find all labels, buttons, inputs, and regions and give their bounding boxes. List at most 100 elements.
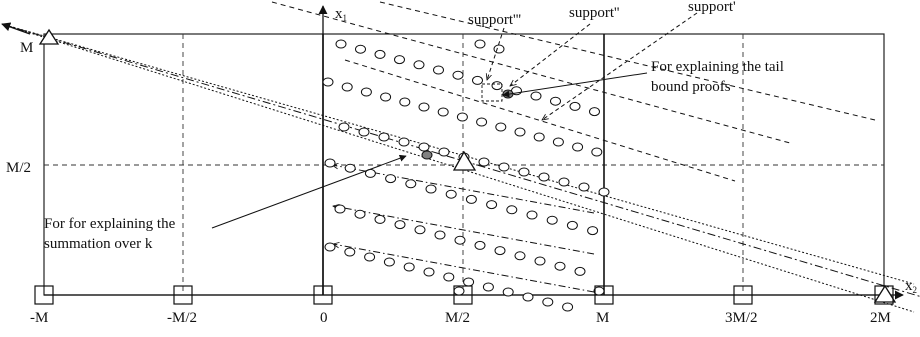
lattice-point: [399, 97, 411, 107]
lattice-point: [454, 235, 466, 245]
tick-square: [173, 285, 193, 305]
lattice-point: [465, 194, 477, 204]
lattice-point: [405, 179, 417, 189]
lattice-point: [394, 220, 406, 230]
tick-square: [594, 285, 614, 305]
lattice-point: [569, 101, 581, 111]
lattice-point: [437, 107, 449, 117]
lattice-point: [414, 225, 426, 235]
lattice-point: [423, 267, 435, 277]
lattice-point: [434, 230, 446, 240]
tick-square: [313, 285, 333, 305]
lattice-point: [344, 247, 356, 257]
lattice-point: [456, 112, 468, 122]
lattice-point: [562, 302, 574, 312]
lattice-point: [344, 163, 356, 173]
x2-axis-label: x2: [905, 278, 917, 295]
y-tick-label-m-half: M/2: [6, 160, 31, 176]
tick-square: [874, 285, 894, 305]
lattice-point: [394, 55, 405, 65]
lattice-point: [587, 226, 599, 236]
lattice-point: [591, 147, 603, 157]
lattice-point: [574, 266, 586, 276]
lattice-point: [338, 122, 350, 132]
x-tick-label: M/2: [445, 310, 470, 326]
lattice-point: [494, 246, 506, 256]
lattice-point: [354, 209, 366, 219]
lattice-point: [443, 272, 455, 282]
tick-squares: [34, 285, 894, 305]
tick-square: [733, 285, 753, 305]
lattice-point: [474, 240, 486, 250]
lattice-point: [322, 77, 334, 87]
support-label-single: support': [688, 0, 736, 15]
highlighted-point: [421, 150, 433, 160]
lattice-point: [476, 117, 488, 127]
x-tick-label: -M/2: [167, 310, 197, 326]
lattice-point: [514, 127, 526, 137]
lattice-point: [578, 182, 590, 192]
triangle-marker-bottom-right: [873, 284, 897, 303]
lattice-point: [598, 187, 610, 197]
support-label-triple: support''': [468, 12, 521, 28]
lattice-point: [341, 82, 353, 92]
lattice-point: [360, 87, 372, 97]
lattice-point: [463, 277, 475, 287]
lattice-point: [566, 220, 578, 230]
triangle-marker-center: [452, 150, 477, 171]
x-tick-labels: -M -M/2 0 M/2 M 3M/2 2M: [30, 310, 891, 326]
x-tick-label: 2M: [870, 310, 891, 326]
lattice-point: [472, 75, 483, 85]
x-tick-label: 3M/2: [725, 310, 758, 326]
support-box: [481, 83, 503, 102]
lattice-point: [589, 107, 600, 117]
lattice-point: [364, 252, 376, 262]
lattice-point: [383, 257, 395, 267]
lattice-point: [403, 262, 415, 272]
lattice-point: [482, 282, 494, 292]
lattice-point: [452, 70, 464, 80]
lattice-point: [502, 287, 514, 297]
lattice-point: [425, 184, 437, 194]
x-tick-label: M: [596, 310, 609, 326]
lattice-point: [418, 142, 430, 152]
lattice-point: [518, 167, 530, 177]
lattice-point: [491, 81, 503, 91]
lattice-point: [486, 200, 498, 210]
lattice-point: [546, 215, 558, 225]
lattice-point: [334, 204, 346, 214]
lattice-point: [552, 137, 564, 147]
support-label-double: support'': [569, 5, 620, 21]
lattice-point: [474, 39, 486, 49]
lattice-point: [522, 292, 534, 302]
lattice-point: [538, 172, 550, 182]
y-tick-label-m: M: [20, 40, 33, 56]
lattice-point: [542, 297, 554, 307]
lattice-point: [445, 189, 457, 199]
lattice-point: [418, 102, 430, 112]
lattice-point: [593, 286, 605, 296]
tick-square: [453, 285, 473, 305]
x1-axis-label: x1: [335, 6, 347, 23]
lattice-point: [374, 214, 386, 224]
lattice-point: [433, 65, 444, 75]
lattice-points: [322, 39, 610, 312]
lattice-point: [478, 157, 490, 167]
tail-bound-note-line1: For explaining the tail: [651, 59, 784, 75]
diagonal-bands: [1, 22, 920, 313]
lattice-point: [324, 158, 336, 168]
lattice-point: [550, 96, 561, 106]
lattice-point: [514, 251, 526, 261]
lattice-point: [554, 261, 566, 271]
lattice-point: [355, 44, 366, 54]
lattice-point: [324, 242, 336, 252]
tick-square: [34, 285, 54, 305]
lattice-point: [495, 122, 507, 132]
lattice-point: [526, 210, 538, 220]
lattice-point: [378, 132, 390, 142]
x-tick-label: -M: [30, 310, 48, 326]
lattice-point: [398, 137, 410, 147]
lattice-point: [558, 177, 570, 187]
